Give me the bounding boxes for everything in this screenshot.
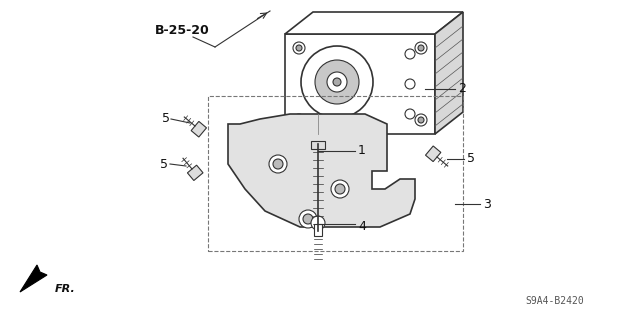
Circle shape — [269, 155, 287, 173]
Circle shape — [293, 114, 305, 126]
Circle shape — [415, 42, 427, 54]
Circle shape — [303, 214, 313, 224]
Text: 2: 2 — [458, 83, 466, 95]
Circle shape — [335, 184, 345, 194]
Circle shape — [293, 42, 305, 54]
Circle shape — [327, 72, 347, 92]
Text: 3: 3 — [483, 197, 491, 211]
Polygon shape — [435, 12, 463, 134]
Circle shape — [273, 159, 283, 169]
Circle shape — [296, 117, 302, 123]
Circle shape — [301, 46, 373, 118]
Bar — [208, 96, 463, 251]
Bar — [311, 141, 325, 149]
Circle shape — [299, 210, 317, 228]
Text: 1: 1 — [358, 145, 366, 158]
Polygon shape — [188, 165, 203, 181]
Circle shape — [311, 216, 325, 230]
Text: 4: 4 — [358, 220, 366, 234]
Circle shape — [296, 45, 302, 51]
Polygon shape — [285, 12, 463, 34]
Text: 5: 5 — [467, 152, 475, 166]
Text: FR.: FR. — [55, 284, 76, 294]
Polygon shape — [228, 114, 415, 227]
Circle shape — [405, 49, 415, 59]
Text: S9A4-B2420: S9A4-B2420 — [525, 296, 584, 306]
Bar — [314, 224, 322, 236]
Circle shape — [333, 78, 341, 86]
Circle shape — [331, 180, 349, 198]
Text: B-25-20: B-25-20 — [155, 25, 210, 38]
Polygon shape — [426, 146, 441, 162]
Circle shape — [405, 109, 415, 119]
Polygon shape — [191, 122, 207, 137]
Circle shape — [415, 114, 427, 126]
Circle shape — [418, 117, 424, 123]
Circle shape — [418, 45, 424, 51]
Text: 5: 5 — [160, 158, 168, 170]
Bar — [285, 34, 435, 134]
Circle shape — [405, 79, 415, 89]
Text: 5: 5 — [162, 113, 170, 125]
Polygon shape — [20, 265, 47, 292]
Circle shape — [315, 60, 359, 104]
